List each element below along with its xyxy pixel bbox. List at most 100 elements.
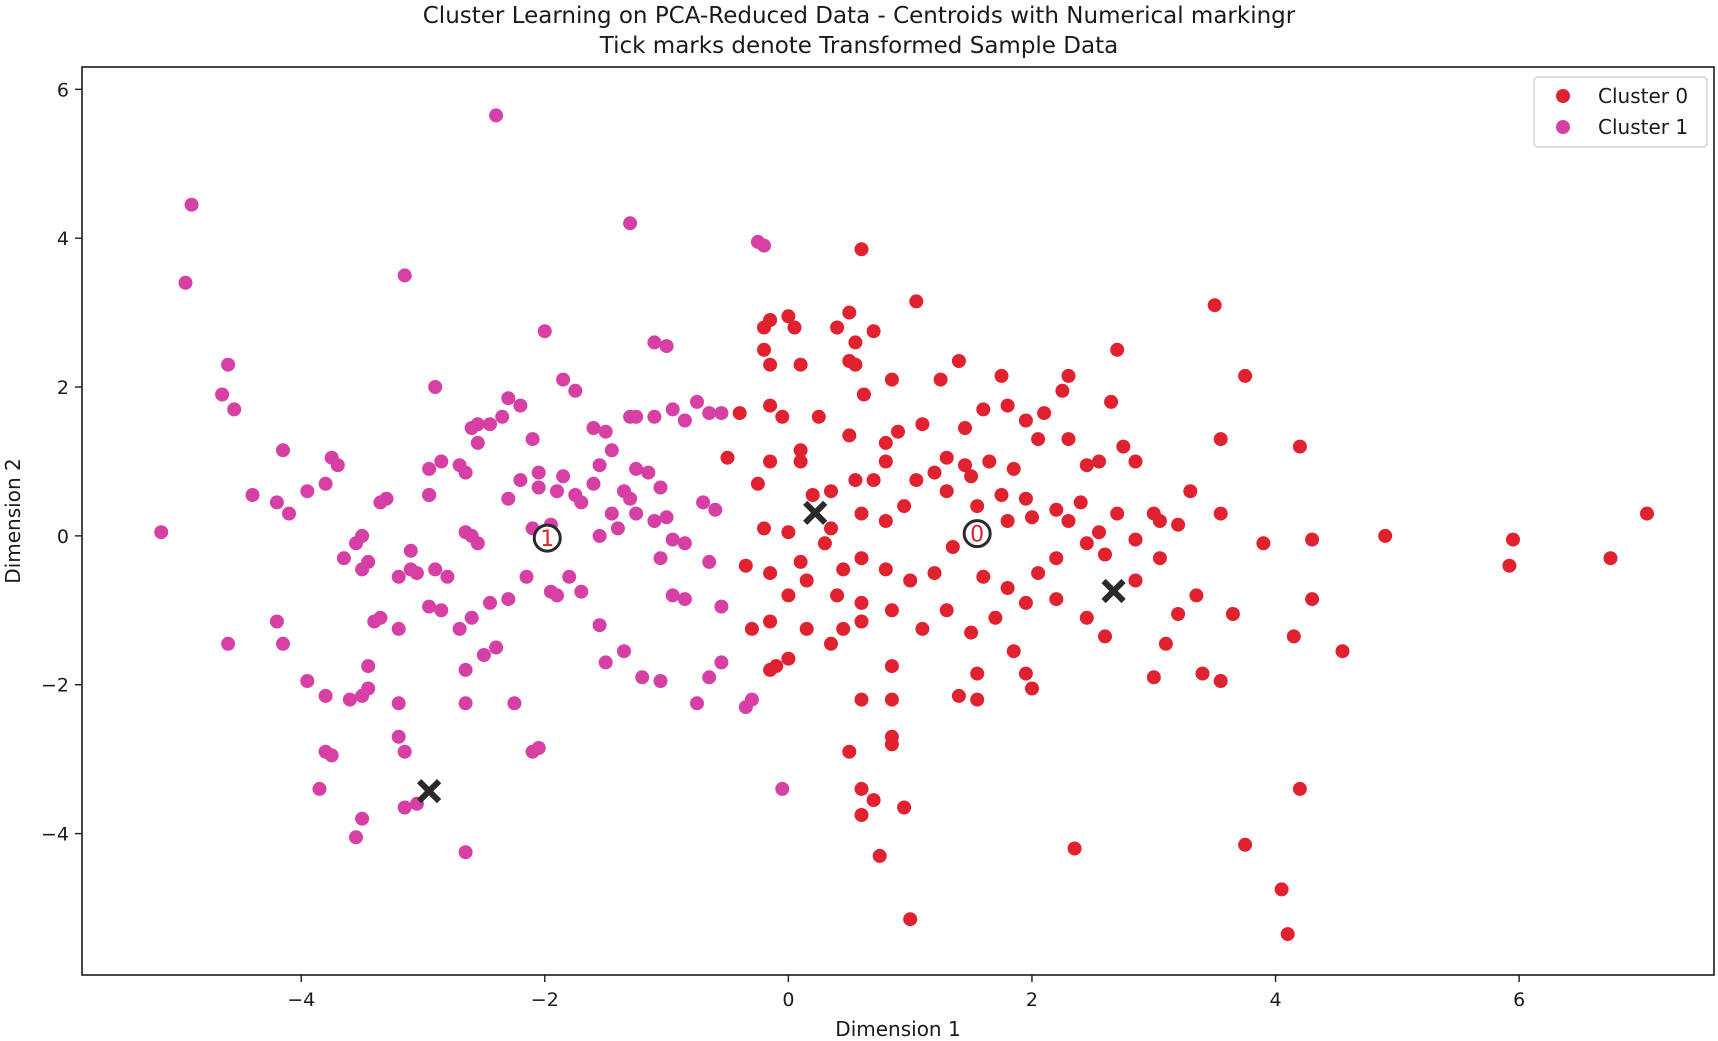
legend-marker-cluster-0 [1556, 89, 1570, 103]
point-cluster-1 [617, 644, 631, 659]
point-cluster-0 [854, 692, 869, 707]
point-cluster-0 [1335, 644, 1350, 659]
y-tick-label: 2 [57, 377, 69, 399]
point-cluster-0 [1049, 502, 1064, 517]
point-cluster-0 [817, 536, 832, 551]
point-cluster-1 [422, 488, 437, 502]
point-cluster-1 [397, 800, 412, 815]
point-cluster-1 [574, 495, 589, 510]
point-cluster-1 [708, 502, 723, 517]
point-cluster-0 [1213, 506, 1228, 521]
point-cluster-0 [750, 476, 765, 491]
point-cluster-1 [592, 618, 607, 633]
point-cluster-1 [629, 506, 644, 521]
point-cluster-1 [653, 674, 668, 688]
point-cluster-1 [403, 543, 418, 558]
point-cluster-0 [1378, 528, 1393, 543]
point-cluster-1 [677, 536, 692, 551]
point-cluster-0 [897, 499, 912, 514]
point-cluster-0 [958, 458, 972, 473]
legend-marker-cluster-1 [1556, 120, 1570, 134]
point-cluster-1 [629, 409, 644, 424]
point-cluster-0 [805, 488, 820, 502]
point-cluster-1 [647, 514, 662, 528]
point-cluster-0 [1171, 607, 1186, 621]
point-cluster-0 [836, 562, 851, 577]
point-cluster-0 [1079, 536, 1094, 551]
y-tick-label: 0 [57, 526, 69, 548]
point-cluster-0 [1171, 517, 1186, 532]
point-cluster-0 [891, 424, 905, 439]
point-cluster-1 [556, 372, 571, 387]
point-cluster-1 [653, 551, 668, 566]
point-cluster-0 [763, 454, 778, 469]
point-cluster-0 [1104, 394, 1119, 409]
point-cluster-0 [793, 454, 808, 469]
point-cluster-0 [994, 368, 1009, 383]
point-cluster-0 [866, 793, 881, 808]
point-cluster-0 [1092, 525, 1106, 540]
point-cluster-1 [556, 469, 571, 484]
point-cluster-0 [1000, 514, 1015, 528]
centroid-marker: 0 [962, 519, 992, 549]
point-cluster-0 [781, 525, 796, 540]
point-cluster-1 [507, 696, 522, 711]
point-cluster-0 [1280, 927, 1295, 942]
point-cluster-1 [635, 670, 650, 685]
point-cluster-0 [878, 562, 893, 577]
point-cluster-0 [1000, 581, 1015, 595]
point-cluster-1 [513, 473, 528, 488]
point-cluster-1 [434, 454, 449, 469]
point-cluster-1 [367, 614, 382, 629]
point-cluster-0 [1213, 432, 1228, 447]
point-cluster-0 [1207, 298, 1222, 313]
x-tick-label: −4 [287, 989, 315, 1011]
point-cluster-1 [629, 461, 644, 476]
point-cluster-0 [872, 848, 887, 863]
point-cluster-1 [501, 491, 516, 506]
point-cluster-1 [495, 409, 510, 424]
point-cluster-0 [1098, 547, 1112, 562]
point-cluster-1 [458, 525, 473, 540]
point-cluster-1 [379, 491, 394, 506]
point-cluster-1 [592, 458, 607, 473]
point-cluster-1 [677, 592, 692, 607]
point-cluster-0 [878, 435, 893, 450]
point-cluster-0 [915, 417, 930, 432]
point-cluster-1 [324, 748, 339, 763]
y-tick-label: −4 [41, 824, 69, 846]
point-cluster-0 [958, 421, 972, 435]
point-cluster-1 [696, 495, 711, 510]
point-cluster-1 [659, 339, 674, 354]
point-cluster-0 [732, 406, 747, 421]
point-cluster-1 [434, 603, 449, 618]
point-cluster-0 [1006, 461, 1021, 476]
point-cluster-0 [1128, 573, 1143, 588]
y-axis-label: Dimension 2 [1, 458, 25, 583]
point-cluster-1 [550, 588, 564, 603]
point-cluster-1 [501, 391, 516, 406]
point-cluster-0 [897, 800, 912, 815]
point-cluster-0 [909, 294, 924, 309]
point-cluster-1 [574, 584, 589, 599]
x-axis: −4 −2 0 2 4 6 [287, 975, 1525, 1011]
point-cluster-0 [939, 603, 954, 618]
legend: Cluster 0 Cluster 1 [1533, 76, 1708, 148]
point-cluster-1 [483, 417, 497, 432]
point-cluster-0 [951, 688, 966, 703]
point-cluster-1 [215, 387, 230, 402]
point-cluster-0 [793, 554, 808, 569]
point-cluster-0 [1025, 681, 1039, 696]
point-cluster-0 [1195, 666, 1210, 681]
point-cluster-0 [988, 610, 1003, 625]
point-cluster-1 [355, 528, 370, 543]
point-cluster-0 [811, 409, 826, 424]
point-cluster-0 [982, 454, 997, 469]
point-cluster-1 [702, 554, 717, 569]
point-cluster-0 [1146, 670, 1161, 685]
x-tick-label: 6 [1513, 989, 1525, 1011]
point-cluster-0 [866, 473, 881, 488]
point-cluster-1 [483, 595, 497, 610]
